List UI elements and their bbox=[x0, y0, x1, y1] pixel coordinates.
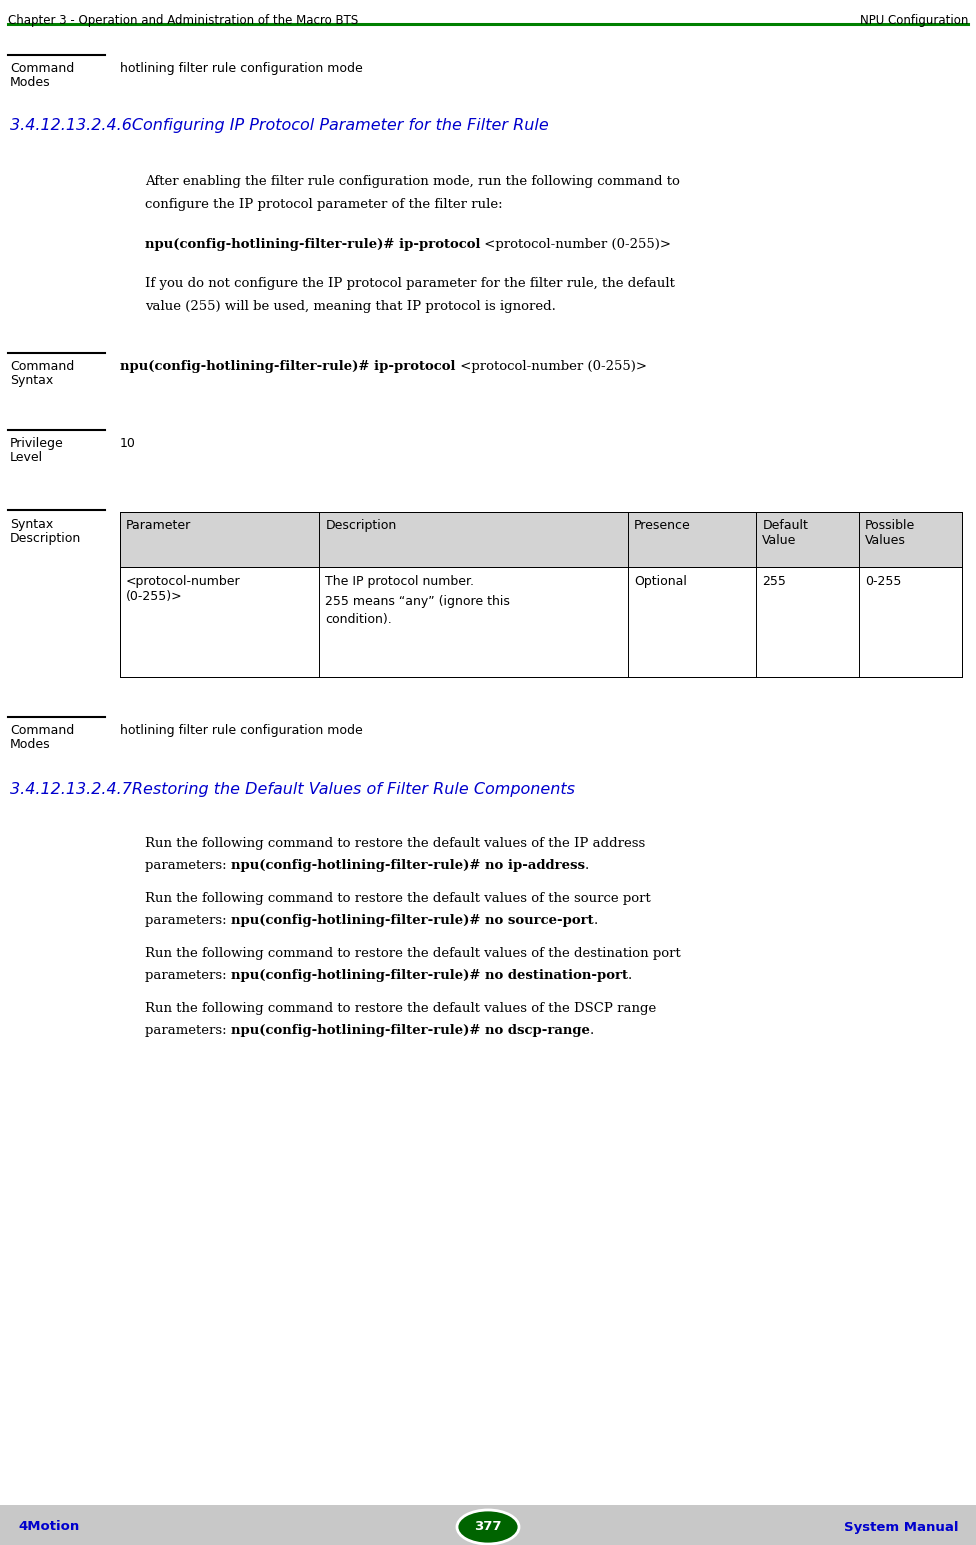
Text: 0-255: 0-255 bbox=[865, 575, 902, 589]
Text: <protocol-number (0-255)>: <protocol-number (0-255)> bbox=[480, 238, 671, 250]
Text: 255 means “any” (ignore this: 255 means “any” (ignore this bbox=[325, 595, 510, 609]
Text: npu(config-hotlining-filter-rule)# no source-port: npu(config-hotlining-filter-rule)# no so… bbox=[231, 915, 593, 927]
Text: Run the following command to restore the default values of the source port: Run the following command to restore the… bbox=[145, 891, 651, 905]
Text: npu(config-hotlining-filter-rule)# no ip-address: npu(config-hotlining-filter-rule)# no ip… bbox=[231, 859, 585, 871]
Text: Privilege: Privilege bbox=[10, 437, 63, 450]
Text: The IP protocol number.: The IP protocol number. bbox=[325, 575, 474, 589]
Text: parameters:: parameters: bbox=[145, 969, 231, 983]
Text: npu(config-hotlining-filter-rule)# no destination-port: npu(config-hotlining-filter-rule)# no de… bbox=[231, 969, 628, 983]
Text: parameters:: parameters: bbox=[145, 1024, 231, 1037]
Text: Possible
Values: Possible Values bbox=[865, 519, 915, 547]
Ellipse shape bbox=[457, 1509, 519, 1543]
Text: Level: Level bbox=[10, 451, 43, 464]
Text: .: . bbox=[585, 859, 590, 871]
Text: <protocol-number (0-255)>: <protocol-number (0-255)> bbox=[456, 360, 646, 372]
Text: Syntax: Syntax bbox=[10, 374, 54, 386]
Text: npu(config-hotlining-filter-rule)# ip-protocol: npu(config-hotlining-filter-rule)# ip-pr… bbox=[120, 360, 456, 372]
Text: System Manual: System Manual bbox=[843, 1520, 958, 1534]
Text: Run the following command to restore the default values of the IP address: Run the following command to restore the… bbox=[145, 837, 645, 850]
Text: Run the following command to restore the default values of the DSCP range: Run the following command to restore the… bbox=[145, 1003, 656, 1015]
Text: Syntax: Syntax bbox=[10, 518, 54, 531]
Bar bbox=[120, 567, 962, 677]
Text: Chapter 3 - Operation and Administration of the Macro BTS: Chapter 3 - Operation and Administration… bbox=[8, 14, 358, 26]
Text: <protocol-number
(0-255)>: <protocol-number (0-255)> bbox=[126, 575, 241, 603]
Text: 3.4.12.13.2.4.6Configuring IP Protocol Parameter for the Filter Rule: 3.4.12.13.2.4.6Configuring IP Protocol P… bbox=[10, 117, 549, 133]
Text: parameters:: parameters: bbox=[145, 915, 231, 927]
Text: NPU Configuration: NPU Configuration bbox=[860, 14, 968, 26]
Text: 4Motion: 4Motion bbox=[18, 1520, 79, 1534]
Text: value (255) will be used, meaning that IP protocol is ignored.: value (255) will be used, meaning that I… bbox=[145, 300, 556, 314]
Text: Description: Description bbox=[325, 519, 396, 531]
Text: 255: 255 bbox=[762, 575, 787, 589]
Text: Default
Value: Default Value bbox=[762, 519, 808, 547]
Text: Command: Command bbox=[10, 360, 74, 372]
Text: If you do not configure the IP protocol parameter for the filter rule, the defau: If you do not configure the IP protocol … bbox=[145, 277, 674, 290]
Text: Optional: Optional bbox=[633, 575, 687, 589]
Text: npu(config-hotlining-filter-rule)# ip-protocol: npu(config-hotlining-filter-rule)# ip-pr… bbox=[145, 238, 480, 250]
Bar bbox=[120, 511, 962, 677]
Text: Presence: Presence bbox=[633, 519, 691, 531]
Text: configure the IP protocol parameter of the filter rule:: configure the IP protocol parameter of t… bbox=[145, 198, 503, 212]
Bar bbox=[120, 511, 962, 567]
Text: hotlining filter rule configuration mode: hotlining filter rule configuration mode bbox=[120, 62, 363, 76]
Text: parameters:: parameters: bbox=[145, 859, 231, 871]
Text: 377: 377 bbox=[474, 1520, 502, 1534]
Text: Description: Description bbox=[10, 531, 81, 545]
Text: After enabling the filter rule configuration mode, run the following command to: After enabling the filter rule configura… bbox=[145, 175, 680, 188]
Text: Command: Command bbox=[10, 725, 74, 737]
Text: npu(config-hotlining-filter-rule)# no dscp-range: npu(config-hotlining-filter-rule)# no ds… bbox=[231, 1024, 590, 1037]
Text: 10: 10 bbox=[120, 437, 136, 450]
Text: hotlining filter rule configuration mode: hotlining filter rule configuration mode bbox=[120, 725, 363, 737]
Text: Modes: Modes bbox=[10, 76, 51, 90]
Text: .: . bbox=[628, 969, 632, 983]
Text: condition).: condition). bbox=[325, 613, 392, 626]
Text: Command: Command bbox=[10, 62, 74, 76]
Text: Parameter: Parameter bbox=[126, 519, 191, 531]
Text: Run the following command to restore the default values of the destination port: Run the following command to restore the… bbox=[145, 947, 680, 959]
Bar bbox=[0, 1505, 976, 1545]
Text: 3.4.12.13.2.4.7Restoring the Default Values of Filter Rule Components: 3.4.12.13.2.4.7Restoring the Default Val… bbox=[10, 782, 575, 797]
Text: Modes: Modes bbox=[10, 739, 51, 751]
Text: .: . bbox=[593, 915, 597, 927]
Text: .: . bbox=[590, 1024, 594, 1037]
